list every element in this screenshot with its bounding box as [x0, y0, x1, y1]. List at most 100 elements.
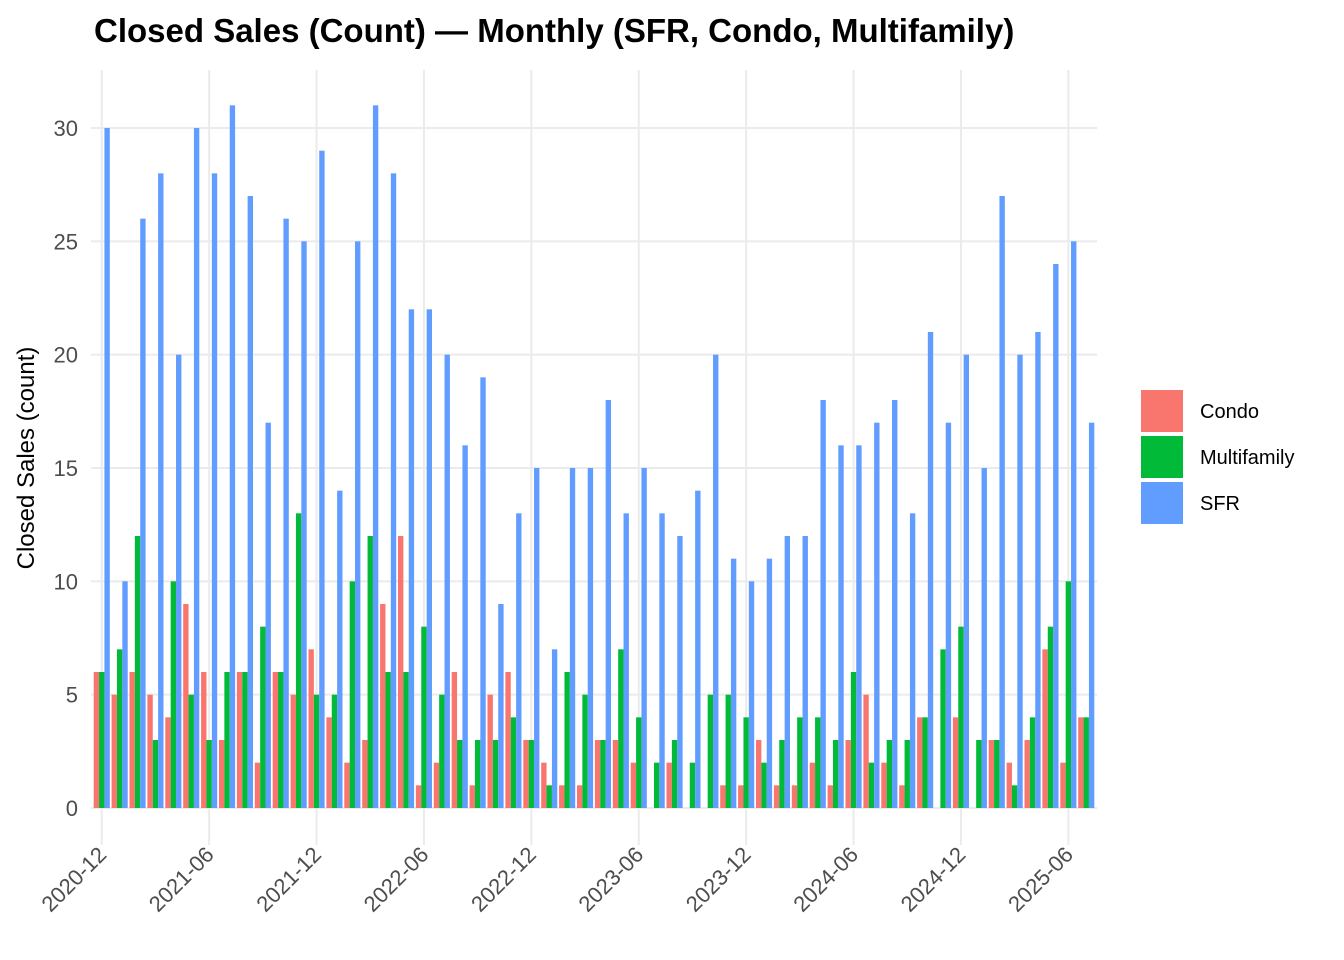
bar-condo-2023-03 — [576, 785, 583, 808]
bar-multifamily-2023-03 — [582, 694, 588, 808]
legend-swatch-condo — [1141, 390, 1183, 432]
y-axis-title: Closed Sales (count) — [13, 347, 40, 570]
legend: Condo Multifamily SFR — [1141, 390, 1294, 524]
bar-multifamily-2023-06 — [636, 717, 642, 808]
bar-sfr-2021-11 — [301, 241, 307, 808]
bar-multifamily-2023-08 — [671, 740, 678, 808]
bar-multifamily-2021-02 — [134, 536, 141, 808]
bar-condo-2021-10 — [272, 672, 279, 808]
bar-condo-2021-08 — [236, 672, 243, 808]
bar-multifamily-2025-02 — [994, 740, 1000, 808]
bar-condo-2024-03 — [791, 785, 798, 808]
bar-condo-2024-12 — [952, 717, 959, 808]
bar-sfr-2024-12 — [963, 354, 970, 808]
x-tick-label: 2024-06 — [788, 842, 863, 917]
bar-condo-2025-03 — [1006, 762, 1012, 808]
y-tick-label: 25 — [54, 229, 78, 254]
bar-sfr-2021-07 — [229, 105, 236, 808]
bar-condo-2024-09 — [899, 785, 905, 808]
bar-multifamily-2024-01 — [761, 762, 767, 808]
x-tick-label: 2021-06 — [144, 842, 219, 917]
bar-condo-2021-06 — [201, 672, 207, 808]
bar-sfr-2024-09 — [909, 513, 916, 808]
bar-sfr-2024-03 — [802, 536, 808, 808]
bar-multifamily-2023-02 — [564, 672, 570, 808]
legend-swatch-sfr — [1141, 482, 1183, 524]
bar-sfr-2024-04 — [820, 400, 826, 808]
y-tick-label: 0 — [66, 796, 78, 821]
bar-sfr-2024-10 — [927, 332, 934, 808]
bar-sfr-2025-03 — [1017, 354, 1023, 808]
bar-condo-2022-12 — [523, 740, 529, 808]
bar-sfr-2023-12 — [748, 581, 755, 808]
bar-condo-2021-09 — [254, 762, 261, 808]
bar-multifamily-2020-12 — [99, 672, 105, 808]
bar-condo-2021-12 — [308, 649, 314, 808]
bar-condo-2022-09 — [469, 785, 475, 808]
bar-sfr-2023-06 — [641, 468, 647, 808]
bar-condo-2022-02 — [344, 762, 350, 808]
bar-sfr-2023-11 — [730, 558, 737, 808]
bar-sfr-2024-11 — [945, 422, 952, 808]
bar-condo-2022-08 — [451, 672, 458, 808]
bar-sfr-2022-12 — [534, 468, 540, 808]
bar-sfr-2022-01 — [337, 490, 343, 808]
bar-multifamily-2023-12 — [743, 717, 749, 808]
bar-condo-2024-06 — [845, 740, 851, 808]
bar-multifamily-2025-06 — [1065, 581, 1072, 808]
bar-multifamily-2024-05 — [832, 740, 839, 808]
bar-sfr-2023-10 — [713, 354, 719, 808]
bar-sfr-2022-06 — [426, 309, 432, 808]
y-tick-label: 10 — [54, 569, 78, 594]
bar-condo-2020-12 — [93, 672, 100, 808]
bar-sfr-2021-04 — [176, 354, 182, 808]
bars-layer — [93, 105, 1095, 809]
x-tick-label: 2020-12 — [36, 842, 111, 917]
bar-multifamily-2024-10 — [922, 717, 928, 808]
bar-sfr-2024-02 — [784, 536, 791, 808]
bar-sfr-2021-01 — [122, 581, 128, 808]
bar-multifamily-2024-08 — [886, 740, 893, 808]
bar-multifamily-2023-04 — [600, 740, 606, 808]
bar-sfr-2023-09 — [695, 490, 701, 808]
bar-sfr-2024-01 — [766, 558, 773, 808]
bar-multifamily-2023-05 — [618, 649, 624, 808]
bar-multifamily-2024-04 — [815, 717, 821, 808]
bar-sfr-2021-06 — [211, 173, 218, 808]
bar-condo-2021-04 — [165, 717, 171, 808]
bar-condo-2025-07 — [1078, 717, 1084, 808]
legend-label-multifamily: Multifamily — [1200, 447, 1294, 469]
bar-multifamily-2022-06 — [421, 626, 427, 808]
bar-multifamily-2025-04 — [1029, 717, 1036, 808]
bar-condo-2024-10 — [917, 717, 923, 808]
bar-condo-2021-03 — [147, 694, 153, 808]
bar-sfr-2025-02 — [999, 196, 1005, 808]
x-tick-label: 2021-12 — [251, 842, 326, 917]
bar-multifamily-2024-12 — [958, 626, 964, 808]
bar-condo-2021-07 — [218, 740, 225, 808]
bar-multifamily-2023-07 — [653, 762, 660, 808]
bar-condo-2023-02 — [559, 785, 565, 808]
bar-multifamily-2024-07 — [868, 762, 875, 808]
bar-sfr-2022-03 — [372, 105, 379, 808]
bar-sfr-2022-11 — [516, 513, 522, 808]
bar-multifamily-2022-10 — [492, 740, 499, 808]
bar-condo-2022-10 — [487, 694, 493, 808]
bar-sfr-2024-07 — [874, 422, 880, 808]
bar-multifamily-2021-07 — [224, 672, 230, 808]
bar-multifamily-2021-06 — [206, 740, 212, 808]
bar-sfr-2024-06 — [856, 445, 862, 808]
x-tick-label: 2024-12 — [896, 842, 971, 917]
bar-multifamily-2024-11 — [940, 649, 946, 808]
bar-condo-2023-12 — [738, 785, 744, 808]
bar-condo-2023-04 — [594, 740, 601, 808]
bar-sfr-2022-07 — [444, 354, 450, 808]
x-tick-label: 2025-06 — [1003, 842, 1078, 917]
bar-sfr-2022-08 — [462, 445, 468, 808]
grid-layer — [91, 70, 1097, 845]
legend-label-condo: Condo — [1200, 401, 1259, 423]
bar-multifamily-2023-01 — [546, 785, 552, 808]
bar-multifamily-2025-03 — [1011, 785, 1018, 808]
